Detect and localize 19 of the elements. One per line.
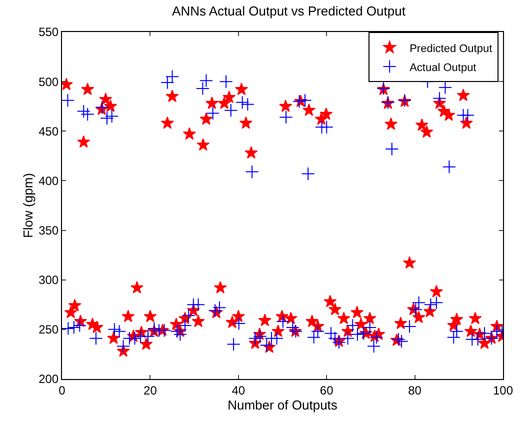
y-tick-label: 550 — [38, 25, 59, 40]
x-tick-label: 0 — [58, 383, 66, 398]
chart-title: ANNs Actual Output vs Predicted Output — [172, 3, 406, 18]
y-tick-label: 300 — [38, 273, 59, 288]
y-tick-label: 400 — [38, 174, 59, 188]
x-tick-label: 100 — [492, 383, 514, 398]
x-tick-label: 20 — [144, 383, 158, 398]
y-axis-title: Flow (gpm) — [20, 172, 36, 238]
y-tick-label: 250 — [38, 322, 59, 337]
x-tick-label: 40 — [232, 383, 246, 398]
y-tick-label: 500 — [38, 74, 59, 89]
y-tick-label: 350 — [38, 223, 59, 238]
legend-label: Predicted Output — [410, 42, 492, 55]
legend-label: Actual Output — [410, 62, 476, 74]
x-tick-label: 80 — [408, 383, 422, 398]
x-tick-label: 60 — [320, 383, 334, 398]
y-tick-label: 200 — [38, 372, 59, 386]
x-axis-title: Number of Outputs — [228, 397, 338, 412]
y-tick-label: 450 — [38, 124, 59, 138]
